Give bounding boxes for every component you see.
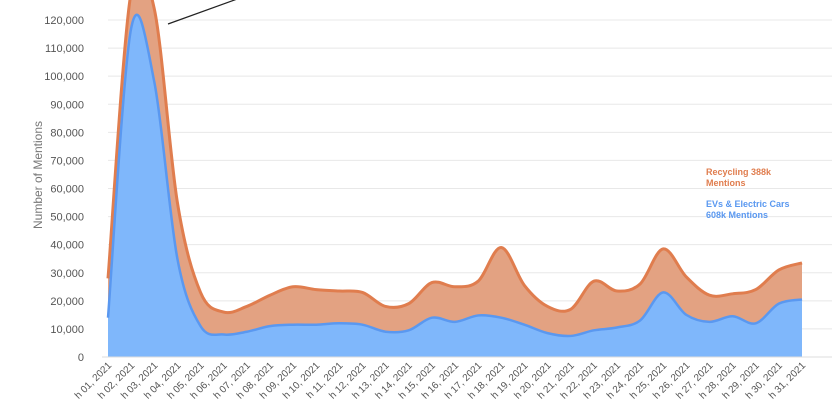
legend-evs: EVs & Electric Cars 608k Mentions: [706, 199, 792, 220]
y-tick-label: 110,000: [45, 43, 84, 55]
legend-evs-line2: 608k Mentions: [706, 210, 768, 220]
line-evs: [106, 13, 803, 338]
annotation-line: [167, 0, 237, 25]
y-tick-label: 10,000: [50, 324, 84, 336]
y-tick-label: 70,000: [50, 155, 84, 167]
areas: [106, 0, 803, 357]
line-recycling: [106, 0, 803, 315]
legend-recycling: Recycling 388k Mentions: [706, 167, 774, 188]
legend-recycling-line1: Recycling 388k: [706, 167, 772, 177]
y-tick-label: 100,000: [44, 71, 84, 83]
area-evs: [108, 14, 802, 357]
y-tick-label: 30,000: [50, 268, 84, 280]
legend-recycling-line2: Mentions: [706, 178, 746, 188]
y-tick-label: 90,000: [50, 99, 84, 111]
y-tick-label: 20,000: [50, 296, 84, 308]
grid: [108, 19, 832, 358]
y-tick-label: 80,000: [50, 127, 84, 139]
y-tick-label: 120,000: [44, 15, 84, 27]
legend-evs-line1: EVs & Electric Cars: [706, 199, 790, 209]
area-recycling: [108, 0, 802, 357]
y-tick-label: 40,000: [50, 240, 84, 252]
legend: Recycling 388k Mentions EVs & Electric C…: [706, 167, 792, 220]
y-axis: 0 10,000 20,000 30,000 40,000 50,000 60,000 70,…: [44, 15, 84, 364]
y-axis-title: Number of Mentions: [31, 121, 45, 229]
y-tick-label: 60,000: [50, 184, 84, 196]
y-tick-label: 0: [78, 352, 84, 364]
y-tick-label: 50,000: [50, 212, 84, 224]
